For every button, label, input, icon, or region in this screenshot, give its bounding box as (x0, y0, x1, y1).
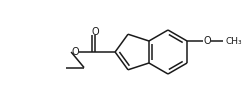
Text: CH₃: CH₃ (224, 37, 241, 46)
Text: O: O (71, 47, 78, 57)
Text: O: O (202, 36, 210, 46)
Text: O: O (91, 27, 98, 37)
